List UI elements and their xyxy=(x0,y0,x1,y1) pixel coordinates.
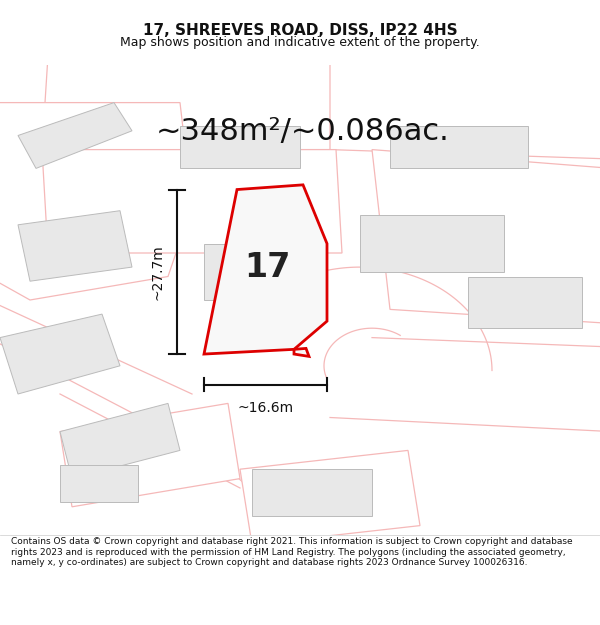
Polygon shape xyxy=(372,149,600,324)
Polygon shape xyxy=(18,102,132,168)
Polygon shape xyxy=(294,348,309,356)
Text: ~16.6m: ~16.6m xyxy=(238,401,293,415)
Text: 17: 17 xyxy=(244,251,290,284)
Polygon shape xyxy=(390,126,528,168)
Text: ~27.7m: ~27.7m xyxy=(151,244,165,299)
Polygon shape xyxy=(42,149,342,253)
Polygon shape xyxy=(204,244,306,300)
Text: 17, SHREEVES ROAD, DISS, IP22 4HS: 17, SHREEVES ROAD, DISS, IP22 4HS xyxy=(143,23,457,38)
Polygon shape xyxy=(60,403,240,507)
Polygon shape xyxy=(252,469,372,516)
Polygon shape xyxy=(240,451,420,544)
Polygon shape xyxy=(0,102,192,300)
Polygon shape xyxy=(60,464,138,502)
Polygon shape xyxy=(60,403,180,479)
Polygon shape xyxy=(0,314,120,394)
Polygon shape xyxy=(180,126,300,168)
Text: Contains OS data © Crown copyright and database right 2021. This information is : Contains OS data © Crown copyright and d… xyxy=(11,538,572,568)
Polygon shape xyxy=(18,211,132,281)
Polygon shape xyxy=(330,56,600,159)
Polygon shape xyxy=(42,56,336,149)
Polygon shape xyxy=(468,276,582,328)
Text: Map shows position and indicative extent of the property.: Map shows position and indicative extent… xyxy=(120,36,480,49)
Polygon shape xyxy=(360,216,504,272)
Text: ~348m²/~0.086ac.: ~348m²/~0.086ac. xyxy=(156,117,450,146)
Polygon shape xyxy=(204,185,327,354)
